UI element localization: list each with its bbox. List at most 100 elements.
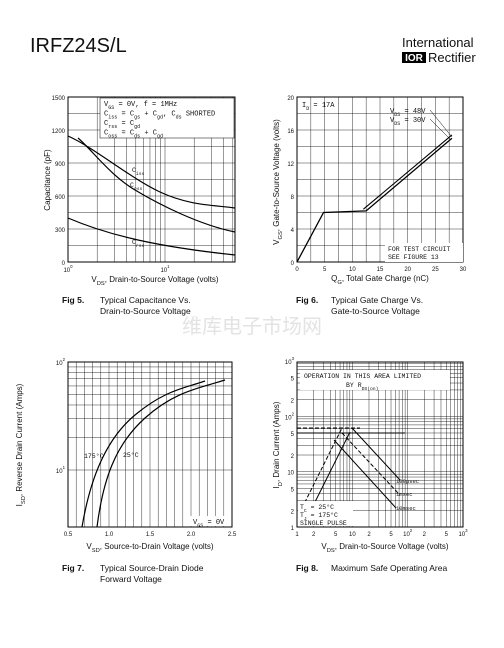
caption: Typical Source-Drain Diode — [100, 563, 204, 573]
text-part: 5 — [445, 532, 449, 538]
text-part: I — [15, 504, 24, 506]
y-tick-label: 16 — [287, 129, 294, 135]
curve-10ms — [333, 439, 397, 509]
text-part: = C — [117, 111, 134, 119]
text-part: oss — [108, 134, 117, 140]
annotation: VDS = 30V — [390, 117, 426, 127]
caption: Typical Capacitance Vs. — [100, 295, 191, 305]
annotation: SINGLE PULSE — [300, 520, 347, 527]
text-part: 3 — [292, 356, 295, 361]
y-tick-label: 5 — [291, 487, 295, 493]
caption: Forward Voltage — [100, 574, 162, 584]
curve-label: 25°C — [123, 451, 139, 459]
text-part: D — [278, 482, 284, 486]
annotation: VGS = 0V — [193, 519, 225, 529]
brand: International — [402, 35, 474, 50]
curve-48v — [296, 137, 453, 263]
y-axis-label: VGS, Gate-to-Source Voltage (volts) — [272, 119, 284, 245]
text-part: 3 — [465, 528, 468, 533]
text-part: , Drain Current (Amps) — [272, 401, 281, 482]
x-tick-label: 10 — [349, 267, 356, 273]
text-part: SD — [92, 548, 100, 554]
legend-box — [99, 97, 235, 139]
part-number: IRFZ24S/L — [30, 35, 127, 57]
curve-ciss — [67, 135, 236, 209]
curve-label: Coss — [130, 182, 142, 192]
x-tick-label: 1 — [295, 532, 299, 538]
text-part: 10 — [56, 361, 63, 367]
text-part: DS — [327, 548, 335, 554]
text-part: BY R — [346, 382, 362, 389]
text-part: = 0V, f = 1MHz — [114, 101, 177, 109]
x-tick-label: 100 — [63, 264, 73, 274]
x-tick-label: 2 — [312, 532, 316, 538]
y-tick-label: 300 — [55, 228, 66, 234]
text-part: gd — [157, 115, 163, 121]
y-tick-label: 5 — [291, 432, 295, 438]
x-tick-label: 20 — [404, 267, 411, 273]
text-part: GS — [278, 231, 284, 239]
watermark: 维库电子市场网 — [182, 315, 322, 338]
x-tick-label: 30 — [460, 267, 467, 273]
legend-text: Coss = Cds + Cgd — [104, 130, 163, 140]
text-part: , Total Gate Charge (nC) — [342, 274, 429, 283]
x-axis-label: VDS, Drain-to-Source Voltage (volts) — [321, 542, 449, 554]
y-tick-label: 600 — [55, 195, 66, 201]
curve-label: 100µsec — [396, 478, 419, 485]
x-tick-label: 25 — [432, 267, 439, 273]
x-tick-label: 15 — [377, 267, 384, 273]
y-tick-label: 2 — [291, 399, 295, 405]
brand: Rectifier — [428, 50, 476, 65]
text-part: DS — [97, 281, 105, 287]
curve-30v — [363, 134, 453, 210]
note-box — [385, 243, 463, 262]
curve-label: 10msec — [396, 505, 416, 512]
y-tick-label: 20 — [287, 96, 294, 102]
x-tick-label: 5 — [334, 532, 338, 538]
x-tick-label: 5 — [389, 532, 393, 538]
y-tick-label: 0 — [62, 261, 66, 267]
text-part: 5 — [389, 532, 393, 538]
text-part: rss — [108, 124, 117, 130]
text-part: 2 — [291, 454, 295, 460]
plot-frame — [296, 361, 464, 528]
text-part: gd — [134, 124, 140, 130]
figure-number: Fig 5. — [62, 295, 84, 305]
caption: Typical Gate Charge Vs. — [331, 295, 423, 305]
text-part: G — [337, 280, 342, 286]
text-part: iss — [136, 171, 145, 177]
text-part: I — [302, 102, 306, 110]
figure-number: Fig 7. — [62, 563, 84, 573]
text-part: + C — [140, 111, 157, 119]
annotation: TJ = 175°C — [300, 511, 338, 522]
text-part: 1 — [291, 526, 295, 532]
legend-text: Ciss = Cgs + Cgd, Cds SHORTED — [104, 111, 215, 121]
x-tick-label: 0.5 — [64, 532, 73, 538]
text-part: 2 — [410, 528, 413, 533]
y-tick-label: 10 — [287, 471, 294, 477]
text-part: 5 — [291, 487, 295, 493]
x-tick-label: 5 — [445, 532, 449, 538]
text-part: C — [304, 508, 307, 514]
x-tick-label: 2 — [367, 532, 371, 538]
text-part: V — [193, 519, 198, 527]
text-part: 10 — [285, 415, 292, 421]
text-part: 0 — [70, 264, 73, 269]
y-tick-label: 8 — [291, 195, 295, 201]
y-tick-label: 1200 — [52, 129, 66, 135]
y-tick-label: 102 — [56, 357, 66, 367]
annotation: VDS = 48V — [390, 108, 426, 118]
text-part: , Reverse Drain Current (Amps) — [15, 383, 24, 496]
annotation: OPERATION IN THIS AREA LIMITED — [304, 373, 421, 380]
curve-175c — [81, 380, 206, 528]
y-tick-label: 2 — [291, 509, 295, 515]
text-part: T — [300, 504, 304, 511]
annotation: ID = 17A — [302, 102, 335, 112]
text-part: = C — [117, 120, 134, 128]
y-axis-label: ISD, Reverse Drain Current (Amps) — [15, 383, 27, 506]
text-part: = 175°C — [307, 511, 338, 519]
legend-text: VGS = 0V, f = 1MHz — [104, 101, 177, 111]
y-tick-label: 12 — [287, 162, 294, 168]
curve-crss — [67, 217, 236, 256]
text-part: , C — [163, 111, 176, 119]
